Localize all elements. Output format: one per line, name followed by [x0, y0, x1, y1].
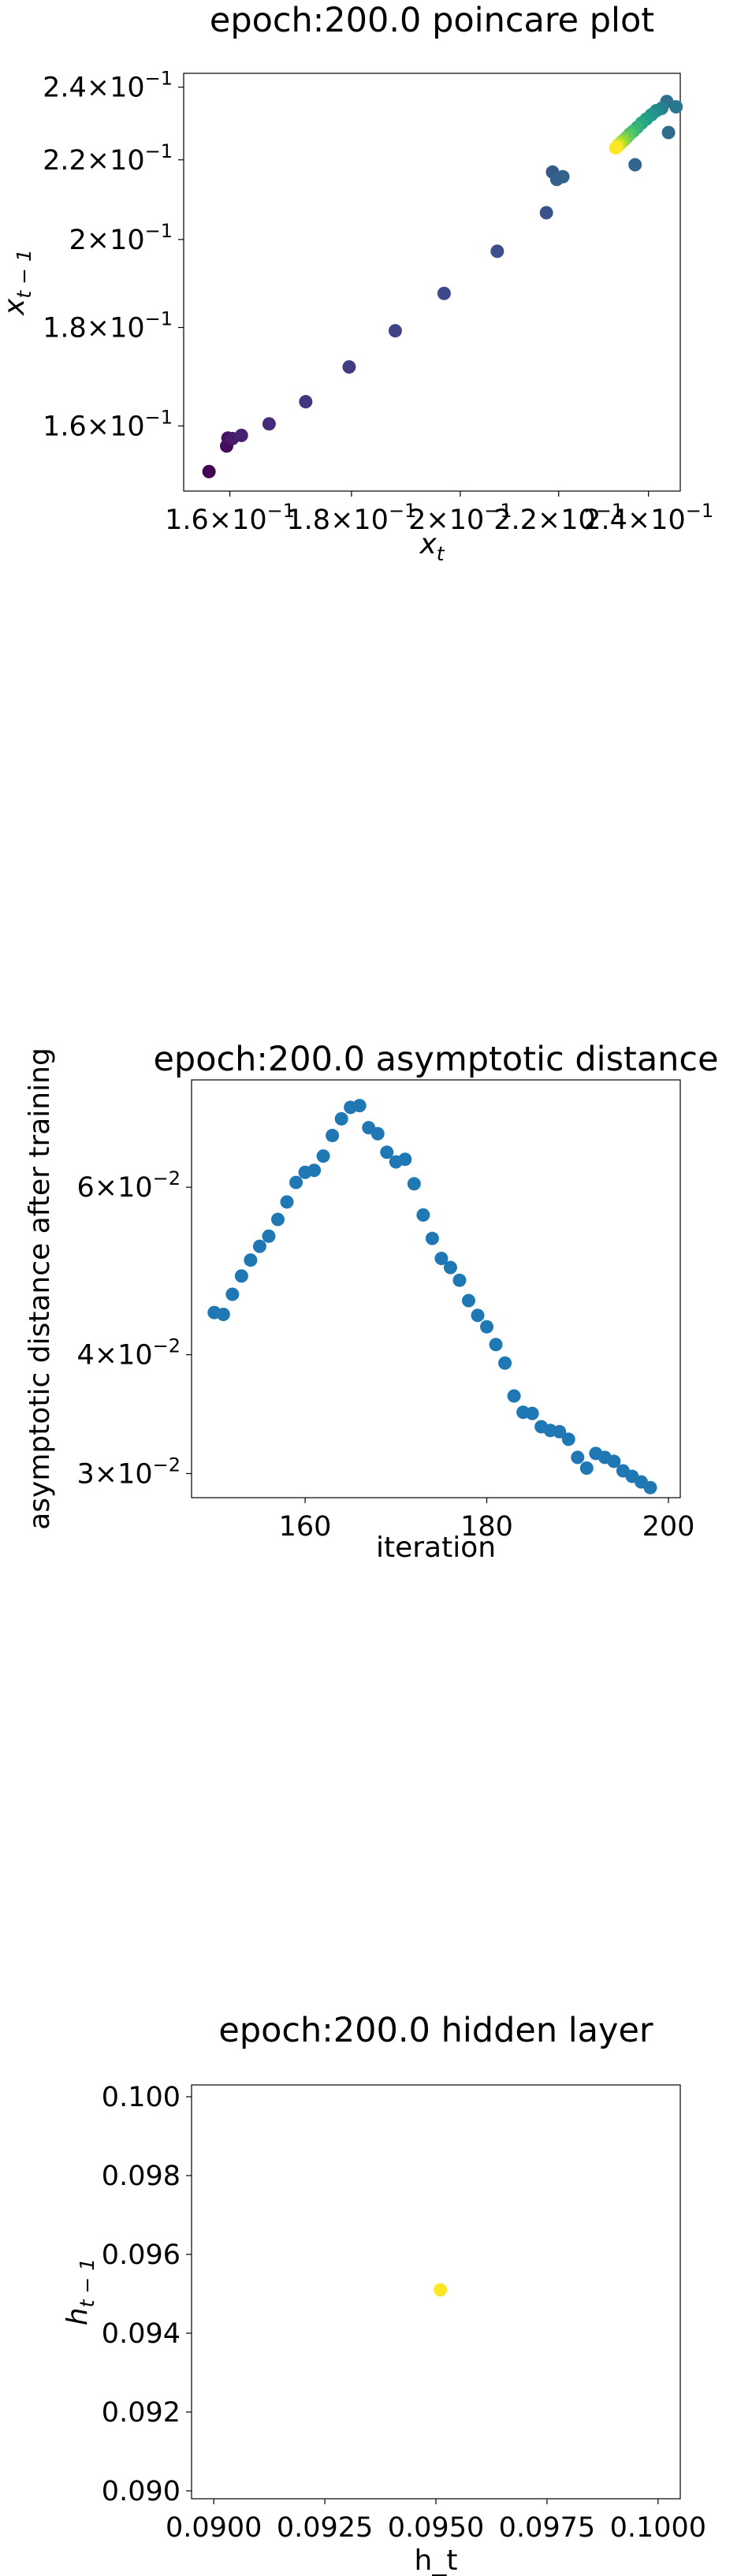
data-point [289, 1175, 303, 1189]
data-point [425, 1231, 439, 1245]
y-tick-label: 3×10−2 [76, 1454, 181, 1490]
chart-1: epoch:200.0 poincare plot1.6×10−11.8×10−… [0, 1, 713, 565]
data-point [628, 158, 642, 172]
chart-title: epoch:200.0 hidden layer [218, 2011, 653, 2050]
data-point [539, 206, 553, 220]
y-tick-label: 0.096 [102, 2239, 181, 2271]
x-tick-label: 0.0975 [499, 2512, 595, 2544]
data-point [407, 1177, 421, 1191]
chart-title: epoch:200.0 asymptotic distance [153, 1040, 718, 1079]
data-point [398, 1152, 412, 1167]
plot-frame [191, 1079, 681, 1498]
data-point [489, 1338, 503, 1352]
y-tick-label: 2.4×10−1 [43, 68, 173, 104]
data-point [525, 1406, 539, 1420]
data-point [452, 1273, 467, 1287]
data-point [380, 1145, 394, 1160]
data-point [434, 1251, 449, 1265]
data-point [437, 286, 451, 300]
data-point [498, 1356, 512, 1370]
x-tick-label: 2×10−1 [408, 500, 512, 536]
data-point [661, 125, 676, 140]
data-point [416, 1208, 430, 1222]
data-point [571, 1450, 585, 1465]
data-point [299, 395, 313, 409]
y-tick-label: 0.090 [102, 2476, 181, 2507]
x-tick-label: 2.2×10−1 [493, 500, 624, 536]
data-point [643, 1480, 657, 1495]
data-point [280, 1195, 294, 1209]
data-point [262, 1229, 276, 1243]
data-point [352, 1099, 367, 1113]
data-point [434, 2283, 448, 2297]
data-point [244, 1253, 258, 1268]
data-point [609, 140, 623, 154]
y-tick-label: 0.100 [102, 2082, 181, 2113]
chart-title: epoch:200.0 poincare plot [210, 1, 654, 40]
y-tick-label: 1.8×10−1 [43, 307, 173, 344]
y-tick-label: 0.092 [102, 2397, 181, 2429]
y-axis-label: xt − 1 [0, 249, 35, 316]
x-tick-label: 200 [642, 1511, 695, 1543]
x-tick-label: 1.8×10−1 [286, 500, 416, 536]
data-point [480, 1320, 494, 1334]
data-point [669, 100, 683, 114]
data-point [334, 1111, 348, 1126]
x-tick-label: 2.4×10−1 [583, 500, 713, 536]
data-point [370, 1126, 385, 1141]
data-point [216, 1308, 230, 1322]
x-tick-label: 1.6×10−1 [165, 500, 295, 536]
plot-frame [183, 73, 681, 492]
x-tick-label: 0.0925 [277, 2512, 373, 2544]
x-tick-label: 0.0900 [166, 2512, 262, 2544]
y-tick-label: 6×10−2 [76, 1167, 181, 1204]
x-tick-label: 0.1000 [610, 2512, 706, 2544]
data-point [388, 324, 402, 338]
x-tick-label: 160 [279, 1511, 332, 1543]
y-tick-label: 1.6×10−1 [43, 406, 173, 442]
x-axis-label: xt [419, 528, 445, 565]
data-point [471, 1308, 485, 1323]
data-point [461, 1294, 475, 1308]
y-axis-label: asymptotic distance after training [24, 1048, 56, 1530]
data-point [561, 1432, 575, 1446]
data-point [342, 360, 356, 374]
data-point [262, 417, 276, 431]
data-point [270, 1212, 285, 1227]
data-point [507, 1389, 521, 1403]
data-point [490, 244, 504, 259]
data-point [307, 1163, 322, 1178]
data-point [234, 1269, 248, 1283]
x-axis-label: iteration [376, 1532, 496, 1564]
chart-2: epoch:200.0 asymptotic distance 160 180 200… [24, 1040, 719, 1564]
x-tick-label: 0.0950 [388, 2512, 484, 2544]
data-point [326, 1129, 340, 1143]
x-axis-label: h_t [415, 2544, 458, 2576]
y-tick-label: 0.094 [102, 2318, 181, 2350]
chart-3: epoch:200.0 hidden layer 0.0900 0.0925 0.09… [61, 2011, 706, 2576]
data-point [202, 464, 216, 478]
data-point [252, 1239, 266, 1253]
y-tick-label: 2×10−1 [69, 220, 173, 256]
data-point [556, 169, 570, 184]
x-tick-label: 180 [460, 1511, 513, 1543]
data-point [553, 1424, 567, 1439]
y-tick-label: 4×10−2 [76, 1335, 181, 1372]
data-point [316, 1149, 330, 1163]
y-tick-label: 0.098 [102, 2161, 181, 2192]
y-axis-label: ht − 1 [61, 2258, 99, 2325]
data-point [443, 1260, 457, 1275]
data-point [607, 1454, 621, 1469]
y-tick-label: 2.2×10−1 [43, 140, 173, 177]
data-point [234, 428, 248, 442]
data-point [225, 1287, 240, 1301]
data-point [579, 1461, 594, 1475]
